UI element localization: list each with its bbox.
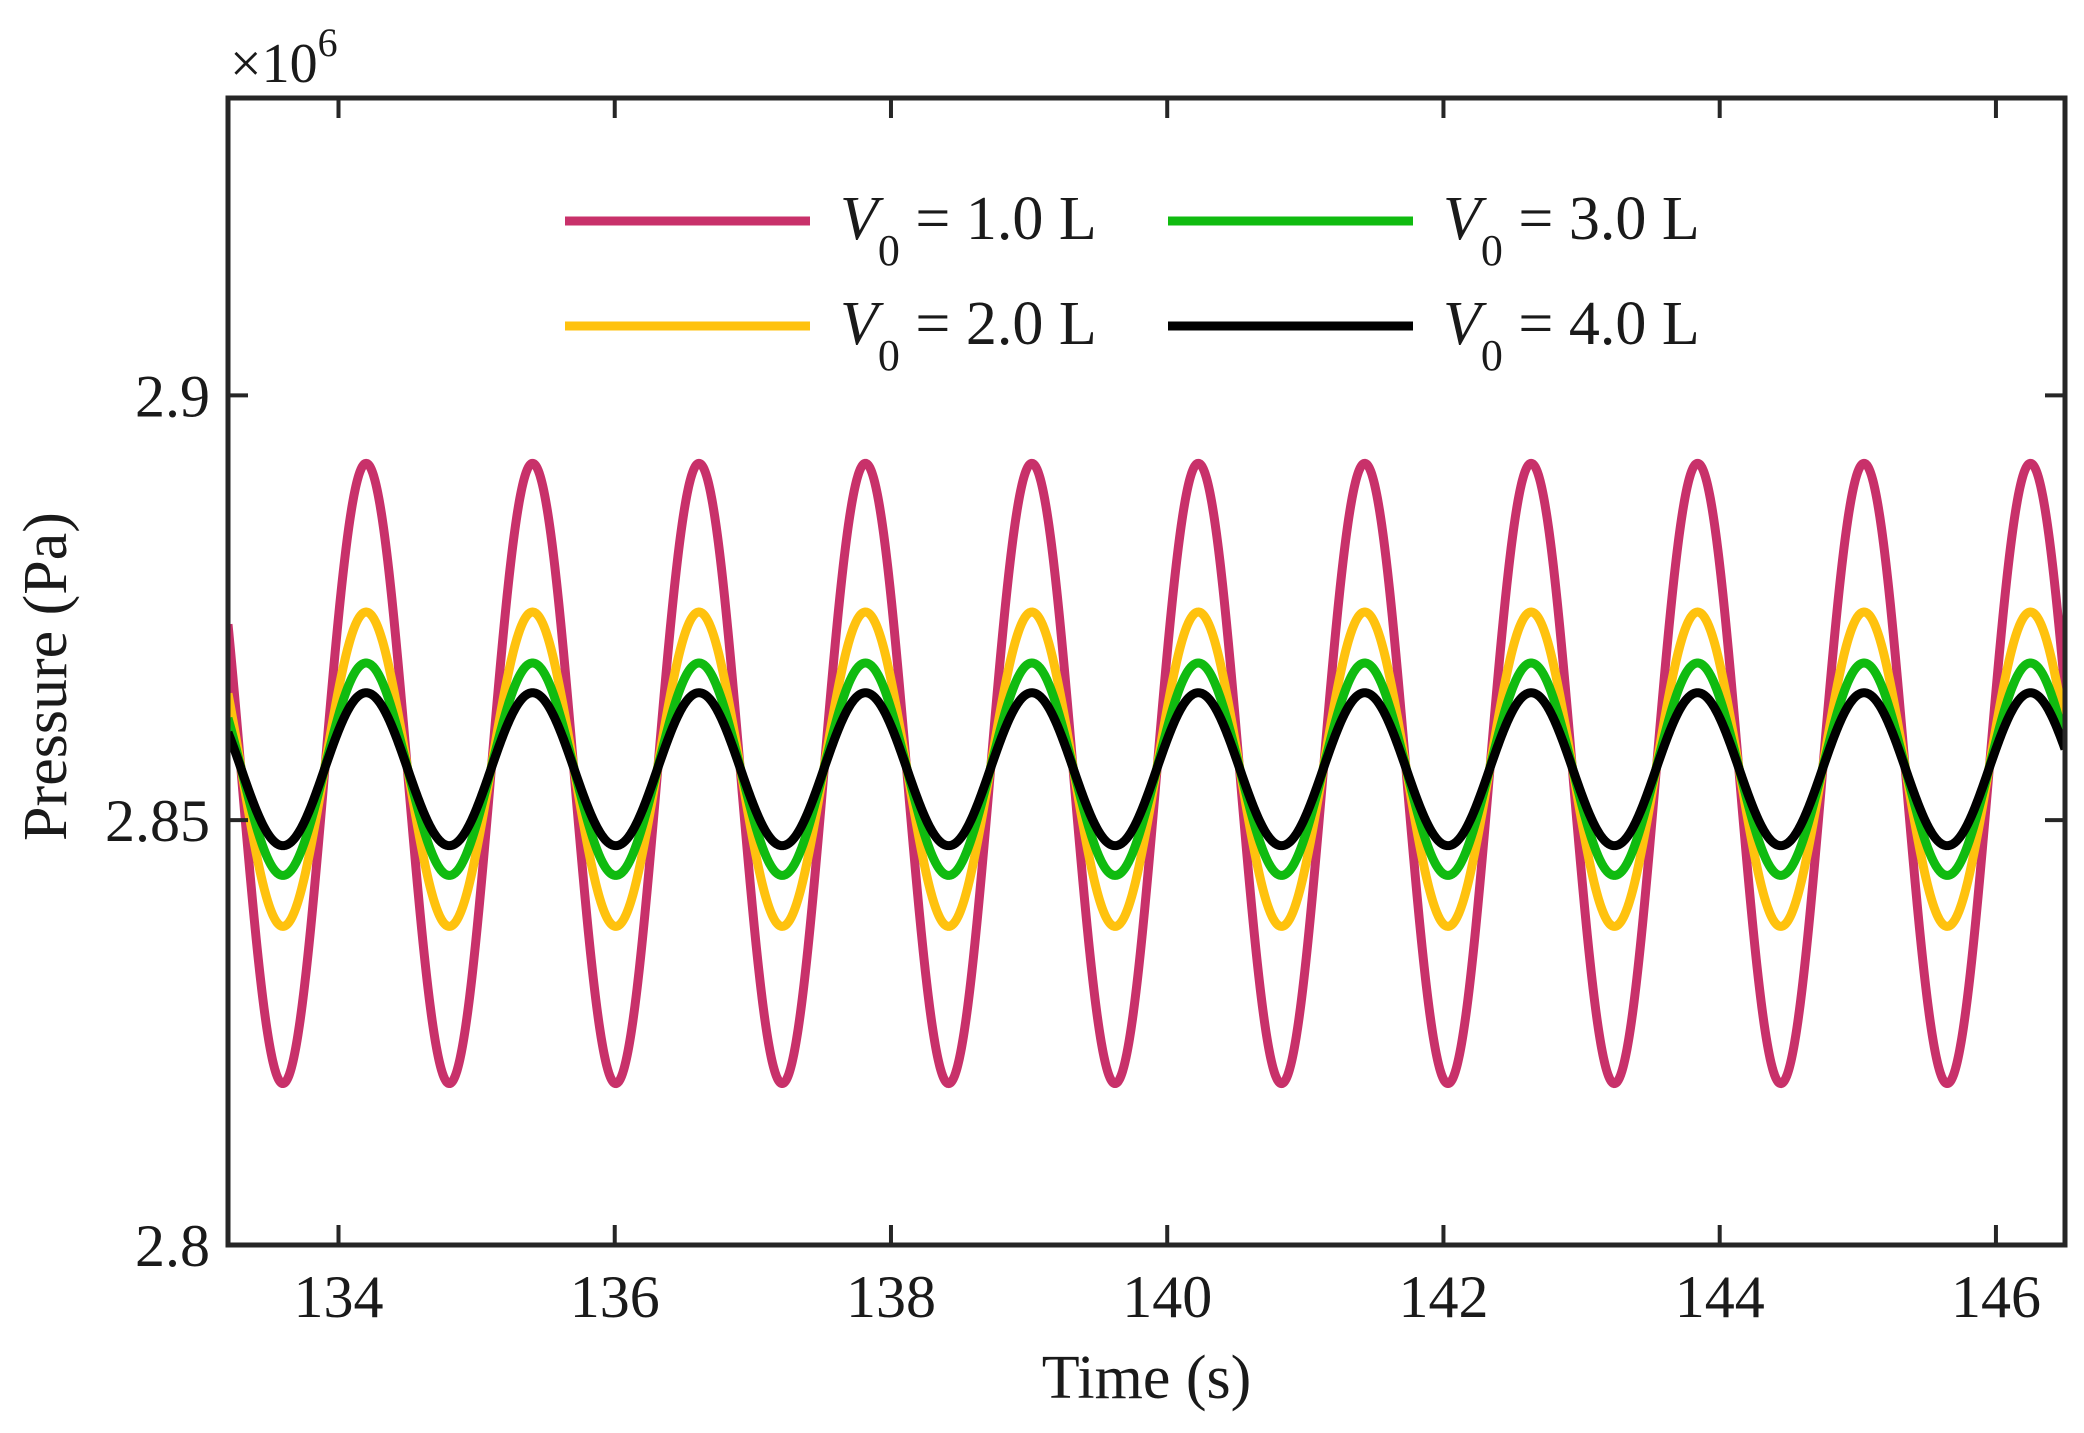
- y-tick-label: 2.9: [135, 363, 210, 429]
- x-tick-label: 138: [846, 1264, 936, 1330]
- series-line-2: [228, 607, 2065, 931]
- y-multiplier-base: ×10: [230, 33, 318, 95]
- legend-label: V0 = 2.0 L: [840, 290, 1097, 380]
- legend-item-4: V0 = 4.0 L: [1168, 290, 1700, 380]
- series-line-4: [228, 688, 2065, 851]
- legend: V0 = 1.0 L V0 = 2.0 L V0 = 3.0 L V0 = 4.0 L: [565, 185, 1700, 380]
- legend-item-3: V0 = 3.0 L: [1168, 185, 1700, 275]
- x-tick-label: 140: [1122, 1264, 1212, 1330]
- y-axis-title: Pressure (Pa): [12, 512, 80, 841]
- legend-item-2: V0 = 2.0 L: [565, 290, 1097, 380]
- x-tick-label: 134: [293, 1264, 383, 1330]
- x-axis-title: Time (s): [1042, 1344, 1252, 1412]
- y-multiplier-exponent: 6: [318, 20, 338, 65]
- x-tick-label: 142: [1398, 1264, 1488, 1330]
- x-tick-label: 136: [570, 1264, 660, 1330]
- x-tick-label: 146: [1951, 1264, 2041, 1330]
- series-layer: [228, 458, 2065, 1089]
- plot-area-frame: [225, 95, 2068, 1248]
- y-axis-multiplier: ×106: [230, 20, 338, 95]
- legend-label: V0 = 1.0 L: [840, 185, 1097, 275]
- y-tick-label: 2.8: [135, 1213, 210, 1279]
- tick-layer: 134 136 138 140 142 144 146 2.8 2.85 2.9: [105, 98, 2065, 1330]
- legend-label: V0 = 4.0 L: [1443, 290, 1700, 380]
- legend-label: V0 = 3.0 L: [1443, 185, 1700, 275]
- series-line-1: [228, 458, 2065, 1089]
- x-tick-label: 144: [1675, 1264, 1765, 1330]
- legend-item-1: V0 = 1.0 L: [565, 185, 1097, 275]
- y-tick-label: 2.85: [105, 788, 210, 854]
